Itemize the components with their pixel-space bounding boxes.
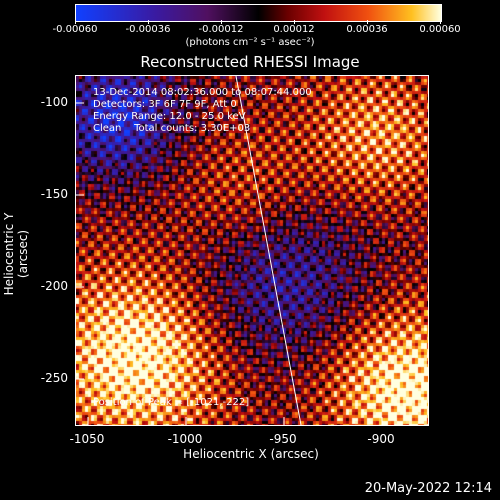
y-tick-label: -100 [40,95,68,109]
plot-title: Reconstructed RHESSI Image [140,53,360,71]
colorbar-tick-label: 0.00012 [273,24,315,35]
image-plot [75,75,429,426]
date-stamp: 20-May-2022 12:14 [364,481,492,496]
axis-ticks [76,102,383,425]
x-tick-label: -950 [269,432,297,446]
flux-image [76,76,428,425]
colorbar-tick-mark [221,20,222,24]
limb-overlay [235,76,302,425]
x-axis-label: Heliocentric X (arcsec) [183,447,319,461]
y-tick-label: -250 [40,371,68,385]
y-axis-label: Heliocentric Y (arcsec) [2,212,30,296]
colorbar [75,4,442,22]
colorbar-tick-label: -0.00012 [198,24,244,35]
peak-position: Position of Peak = [-1021,-222] [93,397,250,408]
colorbar-units: (photons cm⁻² s⁻¹ asec⁻²) [185,37,315,48]
colorbar-tick-mark [367,20,368,24]
colorbar-tick-label: 0.00036 [346,24,388,35]
colorbar-tick-mark [75,20,76,24]
x-tick-label: -1000 [167,432,203,446]
colorbar-tick-mark [294,20,295,24]
colorbar-tick-label: 0.00060 [419,24,461,35]
y-tick-label: -150 [40,187,68,201]
x-tick-label: -900 [367,432,395,446]
solar-limb-line [235,76,302,425]
info-time-range: 13-Dec-2014 08:02:36.000 to 08:07:44.000 [93,87,312,98]
colorbar-tick-mark [148,20,149,24]
info-energy-range: Energy Range: 12.0 - 25.0 keV [93,111,246,122]
y-tick-label: -200 [40,279,68,293]
x-tick-label: -1050 [69,432,105,446]
info-clean-counts: Clean Total counts: 3.30E+03 [93,123,251,134]
colorbar-tick-label: -0.00060 [52,24,98,35]
info-detectors: Detectors: 3F 6F 7F 9F, Att 0 [93,99,237,110]
colorbar-tick-mark [440,20,441,24]
colorbar-tick-label: -0.00036 [125,24,171,35]
